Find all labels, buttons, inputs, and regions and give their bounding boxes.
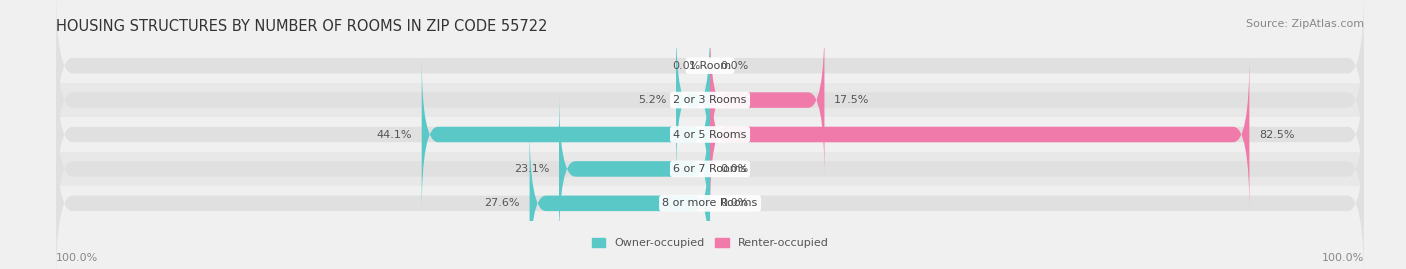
Bar (56, 48, 1364, 83)
Text: 8 or more Rooms: 8 or more Rooms (662, 198, 758, 208)
FancyBboxPatch shape (530, 125, 710, 269)
Text: 0.0%: 0.0% (672, 61, 700, 71)
FancyBboxPatch shape (710, 56, 1250, 213)
Bar (56, 186, 1364, 221)
Text: 17.5%: 17.5% (834, 95, 870, 105)
FancyBboxPatch shape (710, 22, 824, 178)
Text: 0.0%: 0.0% (720, 61, 748, 71)
FancyBboxPatch shape (676, 22, 710, 178)
Text: 2 or 3 Rooms: 2 or 3 Rooms (673, 95, 747, 105)
FancyBboxPatch shape (56, 56, 1364, 213)
FancyBboxPatch shape (56, 91, 1364, 247)
Text: 82.5%: 82.5% (1260, 129, 1295, 140)
Text: 6 or 7 Rooms: 6 or 7 Rooms (673, 164, 747, 174)
Bar (56, 152, 1364, 186)
Text: 44.1%: 44.1% (377, 129, 412, 140)
Legend: Owner-occupied, Renter-occupied: Owner-occupied, Renter-occupied (588, 233, 832, 253)
Text: 0.0%: 0.0% (720, 164, 748, 174)
FancyBboxPatch shape (560, 91, 710, 247)
Text: Source: ZipAtlas.com: Source: ZipAtlas.com (1246, 19, 1364, 29)
Text: 27.6%: 27.6% (484, 198, 520, 208)
FancyBboxPatch shape (56, 125, 1364, 269)
Text: 100.0%: 100.0% (56, 253, 98, 263)
Text: HOUSING STRUCTURES BY NUMBER OF ROOMS IN ZIP CODE 55722: HOUSING STRUCTURES BY NUMBER OF ROOMS IN… (56, 19, 548, 34)
FancyBboxPatch shape (422, 56, 710, 213)
FancyBboxPatch shape (56, 0, 1364, 144)
Bar (56, 83, 1364, 117)
Bar (56, 117, 1364, 152)
Text: 0.0%: 0.0% (720, 198, 748, 208)
Text: 23.1%: 23.1% (513, 164, 550, 174)
Text: 4 or 5 Rooms: 4 or 5 Rooms (673, 129, 747, 140)
FancyBboxPatch shape (56, 22, 1364, 178)
Text: 1 Room: 1 Room (689, 61, 731, 71)
Text: 100.0%: 100.0% (1322, 253, 1364, 263)
Text: 5.2%: 5.2% (638, 95, 666, 105)
